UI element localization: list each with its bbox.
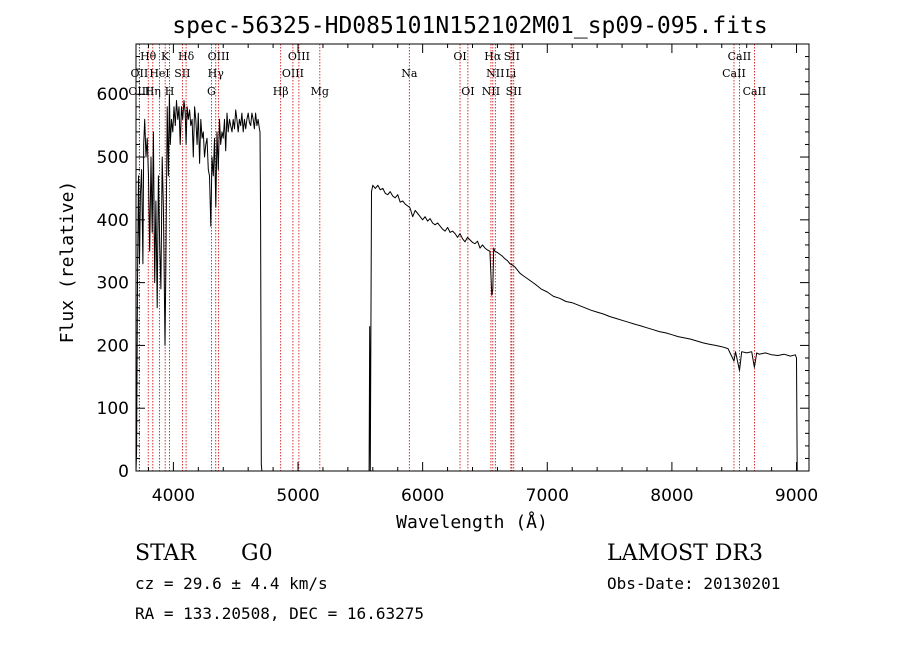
y-axis-label: Flux (relative) xyxy=(57,181,78,344)
coordinates: RA = 133.20508, DEC = 16.63275 xyxy=(135,604,424,623)
spectral-line-label: HeI xyxy=(149,67,169,80)
survey-name: LAMOST DR3 xyxy=(607,541,763,566)
obs-date: Obs-Date: 20130201 xyxy=(607,574,780,593)
spectral-line-label: G xyxy=(207,85,216,98)
spectral-line-label: Li xyxy=(505,67,516,80)
spectral-line-label: K xyxy=(161,50,170,63)
y-tick-label: 100 xyxy=(97,399,129,419)
spectral-line-label: OI xyxy=(461,85,474,98)
plot-frame xyxy=(135,43,810,472)
spectral-line-label: Na xyxy=(401,67,418,80)
x-tick-label: 7000 xyxy=(526,486,569,506)
x-tick-label: 6000 xyxy=(401,486,444,506)
spectral-line-label: NII xyxy=(486,67,504,80)
spectral-line-label: Hα xyxy=(484,50,502,63)
spectral-line-label: OI xyxy=(453,50,466,63)
spectral-line-label: OIII xyxy=(282,67,304,80)
spectral-line-label: Hθ xyxy=(140,50,157,63)
spectral-line-label: Hδ xyxy=(178,50,195,63)
spectral-line-label: NII xyxy=(482,85,500,98)
y-tick-label: 300 xyxy=(97,274,129,294)
subclass: G0 xyxy=(241,541,273,566)
x-axis: 4000 5000 6000 7000 8000 9000 xyxy=(147,44,818,506)
spectral-line-label: OIII xyxy=(208,50,230,63)
spectral-line-label: OII xyxy=(131,67,149,80)
spectrum-series xyxy=(135,93,798,472)
spectral-line-label: CaII xyxy=(722,67,746,80)
y-tick-label: 500 xyxy=(97,148,129,168)
spectral-line-label: CaII xyxy=(743,85,767,98)
spectral-line-label: SII xyxy=(506,85,522,98)
y-tick-label: 600 xyxy=(97,85,129,105)
y-tick-label: 200 xyxy=(97,336,129,356)
x-axis-label: Wavelength (Å) xyxy=(396,511,548,533)
spectral-line-label: CaII xyxy=(728,50,752,63)
spectral-line-label: SII xyxy=(504,50,520,63)
x-tick-label: 8000 xyxy=(650,486,693,506)
object-class: STAR xyxy=(135,541,197,566)
redshift-readout: cz = 29.6 ± 4.4 km/s xyxy=(135,574,328,593)
spectral-line-label: Hβ xyxy=(273,85,289,98)
x-tick-label: 4000 xyxy=(152,486,195,506)
y-tick-label: 400 xyxy=(97,211,129,231)
spectral-line-label: OIII xyxy=(128,85,150,98)
y-axis: 0 100 200 300 400 500 600 xyxy=(97,56,809,482)
x-tick-label: 9000 xyxy=(775,486,818,506)
y-tick-label: 0 xyxy=(118,462,129,482)
spectral-line-label: SII xyxy=(174,67,190,80)
spectral-line-label: Hη xyxy=(145,85,161,98)
chart-title: spec-56325-HD085101N152102M01_sp09-095.f… xyxy=(172,13,767,39)
spectral-line-label: Mg xyxy=(311,85,329,98)
spectral-line-label: H xyxy=(165,85,175,98)
spectral-line-label: Hγ xyxy=(208,67,225,80)
spectral-line-label: OIII xyxy=(288,50,310,63)
series-line-flux xyxy=(135,93,798,472)
x-tick-label: 5000 xyxy=(276,486,319,506)
